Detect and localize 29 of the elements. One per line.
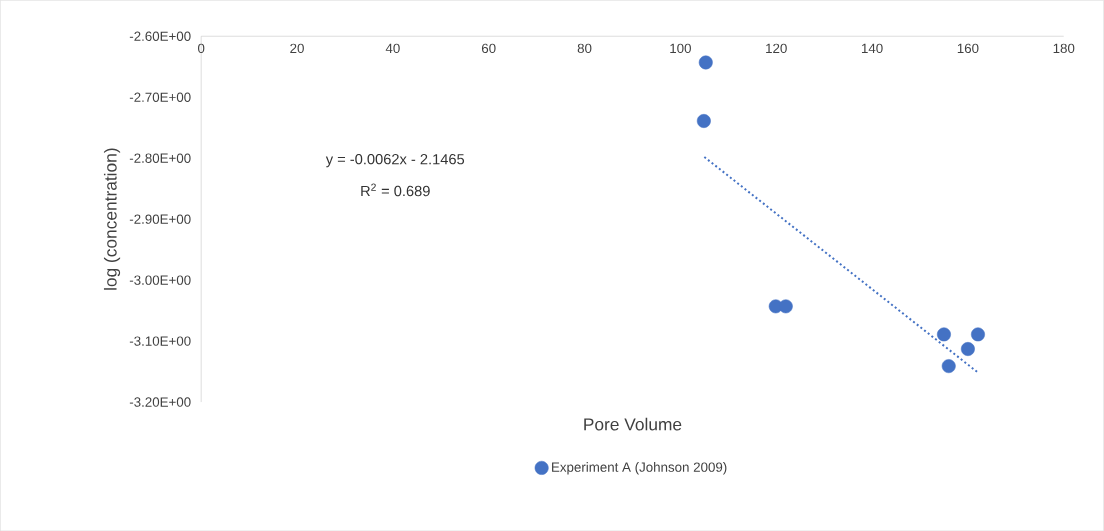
x-tick-label: 80 [577,43,592,53]
x-tick-label: 120 [766,43,787,53]
annotation: y = -0.0062x - 2.1465 [325,153,465,168]
x-axis-title: Pore Volume [584,417,682,431]
x-tick-label: 0 [197,43,205,53]
y-tick-label: -2.60E+00 [129,31,191,41]
point [778,299,793,314]
point [696,113,711,128]
annotation: R$^{2}$ = 0.689 [361,183,430,197]
x-tick-label: 60 [481,43,496,53]
x-tick-label: 20 [290,43,304,53]
x-tick-label: 160 [957,43,979,53]
y-tick-label: -2.90E+00 [129,214,191,224]
y-tick-label: -3.00E+00 [129,275,191,285]
y-tick-label: -3.20E+00 [129,397,191,407]
point [941,359,956,373]
y-tick-label: -2.80E+00 [129,153,191,163]
y-axis-title: log (concentration) [103,148,121,290]
x-tick-label: 180 [1053,43,1075,53]
x-tick-label: 140 [861,43,883,53]
point [698,55,713,70]
point [960,341,975,356]
point [971,327,985,342]
legend-label: Experiment A (Johnson 2009) [552,461,727,475]
x-tick-label: 100 [670,43,691,53]
point [937,327,951,342]
y-tick-label: -2.70E+00 [129,92,191,102]
x-tick-label: 40 [385,43,400,53]
y-tick-label: -3.10E+00 [129,336,191,346]
